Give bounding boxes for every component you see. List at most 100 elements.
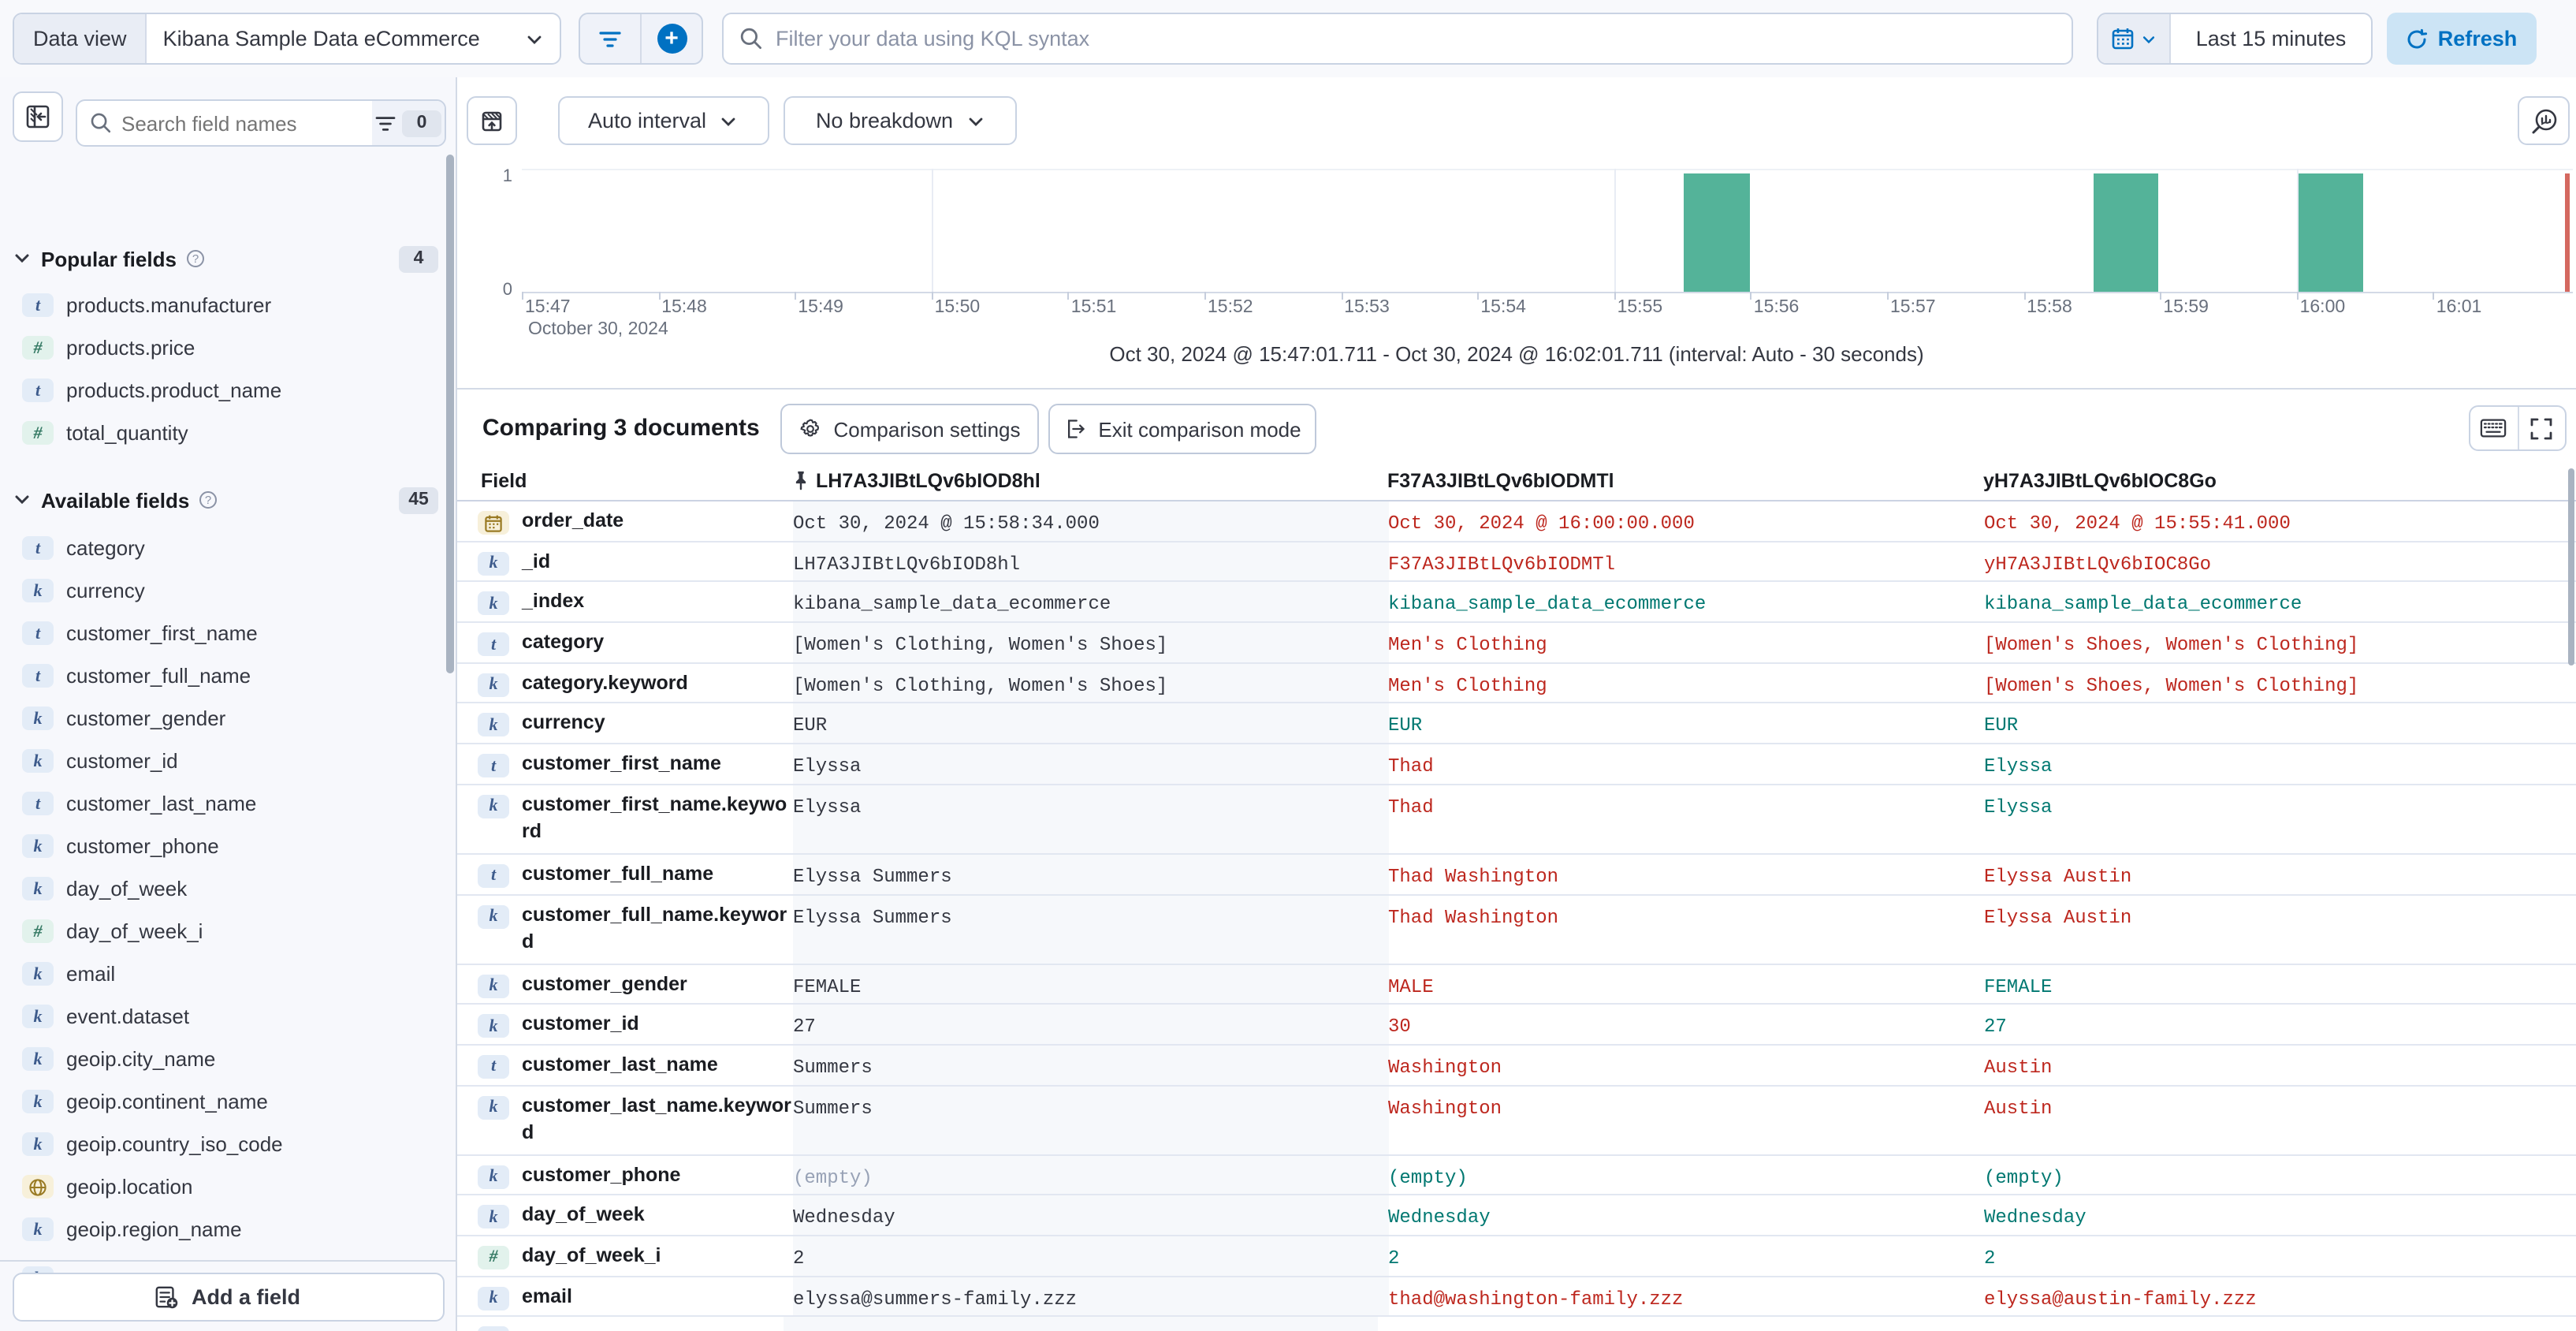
kql-search-bar[interactable]: Filter your data using KQL syntax <box>722 13 2073 65</box>
field-name-label: email <box>522 1284 572 1307</box>
value-cell: kibana_sample_data_ecommerce <box>793 582 1388 622</box>
field-value: Elyssa <box>793 796 862 818</box>
interval-select[interactable]: Auto interval <box>557 96 769 145</box>
histogram-bar-16:00:00[interactable] <box>2298 173 2364 292</box>
hide-chart-button[interactable] <box>467 96 517 145</box>
field-item-total_quantity[interactable]: # total_quantity <box>0 412 446 454</box>
field-item-products.manufacturer[interactable]: t products.manufacturer <box>0 284 446 326</box>
text-field-icon: t <box>478 863 509 888</box>
date-picker-menu-button[interactable] <box>2098 14 2171 63</box>
value-cell: Thad <box>1388 744 1984 783</box>
field-item-customer_gender[interactable]: k customer_gender <box>0 697 446 740</box>
chevron-down-icon[interactable] <box>13 249 32 268</box>
explore-in-lens-button[interactable] <box>2518 96 2570 145</box>
field-name-cell: t customer_first_name <box>457 744 793 783</box>
field-item-currency[interactable]: k currency <box>0 569 446 612</box>
field-item-label: geoip.continent_name <box>66 1090 268 1113</box>
field-value: [Women's Shoes, Women's Clothing] <box>1984 674 2359 697</box>
histogram-chart[interactable]: 1 0 15:47 15:48 15:49 15:50 15:51 15:52 15:53 1… <box>457 77 2576 408</box>
add-filter-button[interactable]: + <box>642 14 702 63</box>
value-cell: Elyssa Austin <box>1984 855 2576 893</box>
field-name-label: category.keyword <box>522 671 688 694</box>
field-item-label: geoip.region_name <box>66 1217 242 1241</box>
field-value: Washington <box>1388 1097 1502 1120</box>
exit-comparison-button[interactable]: Exit comparison mode <box>1048 404 1316 454</box>
field-item-email[interactable]: k email <box>0 953 446 995</box>
add-field-button[interactable]: Add a field <box>12 1272 444 1321</box>
x-tick-label: 15:56 <box>1753 298 1800 317</box>
field-item-customer_first_name[interactable]: t customer_first_name <box>0 612 446 654</box>
interval-label: Auto interval <box>587 109 707 132</box>
field-item-customer_id[interactable]: k customer_id <box>0 740 446 782</box>
field-item-day_of_week[interactable]: k day_of_week <box>0 867 446 910</box>
time-range-value[interactable]: Last 15 minutes <box>2195 27 2347 50</box>
refresh-icon <box>2408 28 2428 48</box>
collapse-sidebar-button[interactable] <box>13 91 63 142</box>
value-cell: Elyssa <box>1984 785 2576 853</box>
field-item-label: event.dataset <box>66 1005 190 1028</box>
value-cell: MALE <box>1388 964 1984 1003</box>
field-name-cell: t customer_full_name <box>457 855 793 893</box>
table-row-customer_full_name: t customer_full_name Elyssa Summers Thad Wa… <box>457 854 2576 895</box>
saved-filters-button[interactable] <box>580 14 640 63</box>
field-item-customer_full_name[interactable]: t customer_full_name <box>0 654 446 697</box>
field-item-geoip.continent_name[interactable]: k geoip.continent_name <box>0 1080 446 1123</box>
field-item-day_of_week_i[interactable]: # day_of_week_i <box>0 910 446 953</box>
breakdown-select[interactable]: No breakdown <box>784 96 1017 145</box>
field-item-event.dataset[interactable]: k event.dataset <box>0 995 446 1038</box>
field-value: Men's Clothing <box>1388 674 1547 697</box>
field-name-cell: k customer_last_name.keyword <box>457 1086 793 1154</box>
field-value: EUR <box>1388 714 1423 737</box>
fullscreen-button[interactable] <box>2518 407 2565 449</box>
field-item-products.product_name[interactable]: t products.product_name <box>0 369 446 412</box>
field-name-label: customer_last_name <box>522 1053 718 1076</box>
field-value: Thad Washington <box>1388 906 1559 928</box>
field-item-geoip.city_name[interactable]: k geoip.city_name <box>0 1038 446 1080</box>
doc-id-label: yH7A3JIBtLQv6bIOC8Go <box>1983 469 2217 491</box>
field-name-cell: k customer_id <box>457 1005 793 1043</box>
field-filter-button[interactable]: 0 <box>372 101 445 145</box>
histogram-bar-15:58:30[interactable] <box>2093 173 2159 292</box>
value-cell: Austin <box>1984 1086 2576 1154</box>
value-cell: LH7A3JIBtLQv6bIOD8hl <box>793 542 1388 581</box>
x-tick-mark <box>1887 292 1889 300</box>
field-item-geoip.country_iso_code[interactable]: k geoip.country_iso_code <box>0 1123 446 1165</box>
field-name-cell: k <box>457 1318 783 1331</box>
field-value: Elyssa Austin <box>1984 906 2132 928</box>
comparison-settings-button[interactable]: Comparison settings <box>780 404 1039 454</box>
keyboard-shortcuts-button[interactable] <box>2470 407 2517 449</box>
value-cell: [Women's Shoes, Women's Clothing] <box>1984 664 2576 703</box>
field-item-customer_last_name[interactable]: t customer_last_name <box>0 782 446 825</box>
value-cell <box>783 1317 1378 1331</box>
y-axis-tick-0: 0 <box>502 281 512 300</box>
field-value: yH7A3JIBtLQv6bIOC8Go <box>1984 553 2212 576</box>
field-item-geoip.location[interactable]: geoip.location <box>0 1165 446 1208</box>
doc-column-header-LH7A3JIBtLQv6bIOD8hl[interactable]: LH7A3JIBtLQv6bIOD8hl <box>783 469 1378 491</box>
field-item-category[interactable]: t category <box>0 527 446 569</box>
chevron-down-icon[interactable] <box>13 490 32 509</box>
value-cell: kibana_sample_data_ecommerce <box>1388 583 1984 621</box>
data-view-select[interactable]: Kibana Sample Data eCommerce <box>147 27 560 50</box>
value-cell: Elyssa <box>793 744 1388 784</box>
table-scrollbar-thumb[interactable] <box>2568 468 2574 666</box>
field-search-input[interactable] <box>112 111 372 135</box>
field-item-label: customer_id <box>66 749 178 773</box>
main-panel: Auto interval No breakdown 1 0 15:47 15:4… <box>457 77 2576 1331</box>
doc-column-header-F37A3JIBtLQv6bIODMTl[interactable]: F37A3JIBtLQv6bIODMTl <box>1378 469 1974 491</box>
refresh-button[interactable]: Refresh <box>2387 13 2537 65</box>
field-item-customer_phone[interactable]: k customer_phone <box>0 825 446 867</box>
field-name-cell: t category <box>457 623 793 662</box>
field-item-geoip.region_name[interactable]: k geoip.region_name <box>0 1208 446 1251</box>
collapse-panel-icon <box>26 105 50 129</box>
field-value: [Women's Clothing, Women's Shoes] <box>793 674 1168 697</box>
field-item-products.price[interactable]: # products.price <box>0 326 446 369</box>
doc-column-header-yH7A3JIBtLQv6bIOC8Go[interactable]: yH7A3JIBtLQv6bIOC8Go <box>1974 469 2576 491</box>
histogram-bar-15:55:30[interactable] <box>1683 173 1750 292</box>
field-item-manufacturer[interactable]: tmanufacturer <box>0 1251 446 1260</box>
value-cell: elyssa@summers-family.zzz <box>793 1277 1388 1316</box>
current-time-marker <box>2565 173 2570 292</box>
field-name-label: customer_gender <box>522 972 687 994</box>
sidebar-scrollbar-thumb[interactable] <box>446 155 454 673</box>
field-value: Oct 30, 2024 @ 15:55:41.000 <box>1984 513 2291 535</box>
